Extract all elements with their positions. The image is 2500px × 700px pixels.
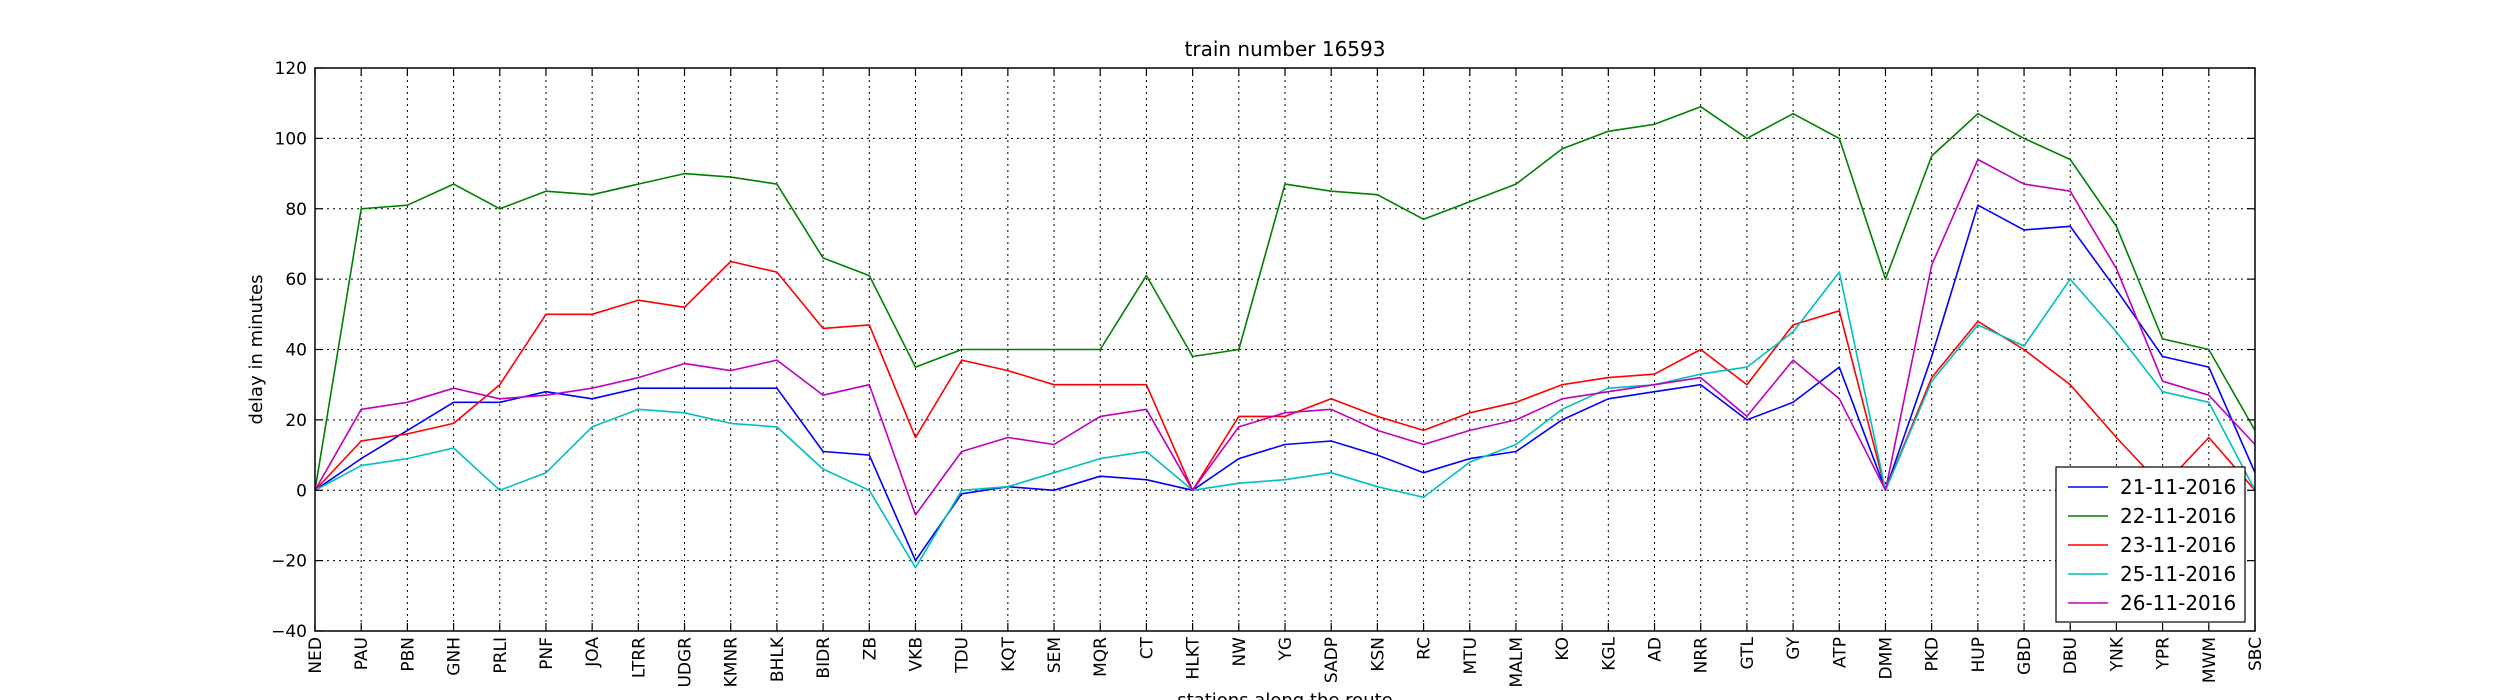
x-tick-label: YPR xyxy=(2154,637,2174,671)
x-tick-label: GBD xyxy=(2015,637,2035,675)
x-tick-label: RC xyxy=(1415,637,1435,660)
x-tick-label: MTU xyxy=(1461,637,1481,675)
y-axis-ticks: −40 −20 0 20 40 60 80 100 120 xyxy=(271,59,2255,642)
x-tick-label: BHLK xyxy=(768,636,788,682)
x-tick-label: DMM xyxy=(1876,637,1896,679)
x-tick-label: GNH xyxy=(445,637,465,676)
y-tick-label: 100 xyxy=(275,129,307,149)
x-tick-label: MALM xyxy=(1507,637,1527,687)
x-tick-label: MQR xyxy=(1091,637,1111,677)
x-tick-label: AD xyxy=(1646,637,1666,662)
x-tick-label: KMNR xyxy=(722,637,742,688)
y-tick-label: 40 xyxy=(285,341,307,361)
series-line-25-11-2016 xyxy=(314,271,2256,569)
y-tick-label: −20 xyxy=(271,552,307,572)
x-tick-label: KGL xyxy=(1599,636,1619,670)
x-tick-label: LTRR xyxy=(629,637,649,678)
y-tick-label: 60 xyxy=(285,270,307,290)
legend-label: 23-11-2016 xyxy=(2120,533,2236,557)
x-tick-label: KSN xyxy=(1368,637,1388,672)
x-tick-label: YNK xyxy=(2107,636,2127,672)
x-tick-label: PAU xyxy=(352,637,372,670)
x-tick-label: YG xyxy=(1276,637,1296,662)
x-tick-label: VKB xyxy=(906,637,926,671)
legend-label: 21-11-2016 xyxy=(2120,475,2236,499)
x-tick-label: NED xyxy=(306,637,326,674)
x-tick-label: GTL xyxy=(1738,636,1758,669)
y-tick-label: −40 xyxy=(271,622,307,642)
x-tick-label: MWM xyxy=(2200,637,2220,683)
x-tick-label: ATP xyxy=(1830,637,1850,668)
legend-label: 26-11-2016 xyxy=(2120,591,2236,615)
y-tick-label: 120 xyxy=(275,59,307,79)
x-tick-label: PNF xyxy=(537,637,557,670)
y-tick-label: 80 xyxy=(285,200,307,220)
x-tick-label: KO xyxy=(1553,637,1573,661)
series-lines xyxy=(314,105,2256,569)
x-tick-label: DBU xyxy=(2061,637,2081,674)
series-line-21-11-2016 xyxy=(314,204,2256,562)
legend-label: 25-11-2016 xyxy=(2120,562,2236,586)
x-axis-label: stations along the route xyxy=(1177,690,1392,700)
series-line-26-11-2016 xyxy=(314,158,2256,516)
x-tick-label: SADP xyxy=(1322,637,1342,683)
x-tick-label: SEM xyxy=(1045,637,1065,673)
x-tick-label: PRLI xyxy=(491,637,511,674)
x-tick-label: BIDR xyxy=(814,637,834,679)
x-tick-label: HLKT xyxy=(1184,636,1204,679)
x-tick-label: NW xyxy=(1230,637,1250,667)
x-tick-label: SBC xyxy=(2246,637,2266,671)
x-tick-label: TDU xyxy=(953,637,973,674)
x-tick-label: GY xyxy=(1784,636,1804,659)
series-line-22-11-2016 xyxy=(314,105,2256,491)
x-tick-label: KQT xyxy=(999,636,1019,672)
series-line-23-11-2016 xyxy=(314,260,2256,492)
chart-title: train number 16593 xyxy=(1185,37,1386,61)
x-tick-label: CT xyxy=(1137,636,1157,659)
x-axis-ticks: NED PAU PBN GNH PRLI PNF JOA LTRR UDGR KMNR BHLK BI… xyxy=(306,68,2266,688)
legend-label: 22-11-2016 xyxy=(2120,504,2236,528)
x-tick-label: PKD xyxy=(1923,637,1943,672)
y-axis-label: delay in minutes xyxy=(246,275,267,425)
x-tick-label: ZB xyxy=(860,637,880,660)
x-tick-label: NRR xyxy=(1692,637,1712,674)
y-tick-label: 0 xyxy=(296,481,307,501)
x-tick-label: JOA xyxy=(583,637,603,668)
x-tick-label: PBN xyxy=(398,637,418,672)
x-tick-label: HUP xyxy=(1969,637,1989,672)
y-tick-label: 20 xyxy=(285,411,307,431)
x-tick-label: UDGR xyxy=(676,637,696,688)
grid-lines xyxy=(314,67,2256,632)
legend: 21-11-2016 22-11-2016 23-11-2016 25-11-2016… xyxy=(2055,466,2246,623)
